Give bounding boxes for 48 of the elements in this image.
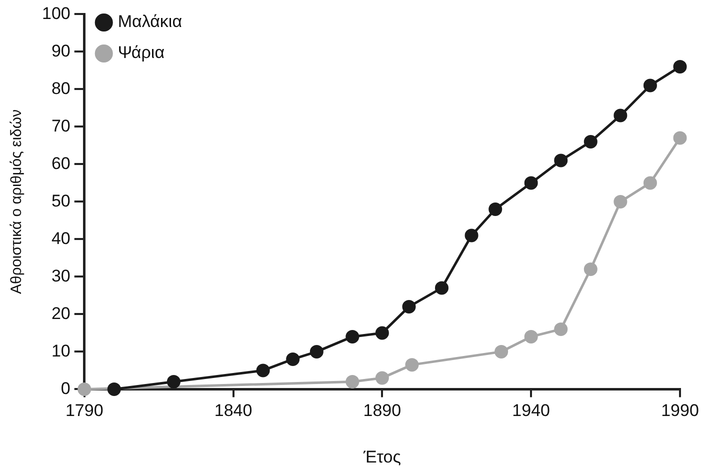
point [346,374,360,388]
x-tick-label: 1990 [661,401,699,420]
y-tick-label: 60 [51,154,70,173]
point [256,364,270,378]
point [434,281,448,295]
point [310,344,324,358]
y-tick-label: 40 [51,228,70,248]
y-tick-label: 0 [60,378,70,398]
x-tick-label: 1940 [512,401,550,420]
y-tick-label: 90 [51,41,70,60]
x-tick-label: 1840 [214,401,252,420]
point [488,202,502,216]
y-tick-label: 70 [51,116,70,136]
point [524,176,538,190]
x-axis-title: Έτος [362,447,401,466]
point [584,134,598,148]
point [375,326,389,340]
point [673,60,687,74]
point [346,330,360,344]
y-axis-title: Αθροιστικά ο αριθμός ειδών [8,109,26,294]
y-tick-label: 20 [51,304,70,323]
point [375,371,389,385]
y-tick-label: 100 [42,4,70,23]
point [614,108,628,122]
legend-label: Μαλάκια [118,12,182,32]
point [554,322,568,336]
x-tick-label: 1890 [363,401,402,420]
y-tick-label: 10 [51,341,70,360]
point [405,358,419,372]
point [78,382,92,396]
point [643,78,657,92]
point [584,262,598,276]
point [643,176,657,190]
x-tick-label: 1790 [65,401,104,420]
point [673,131,687,145]
point [402,300,416,314]
y-tick-label: 80 [51,78,70,98]
point [107,382,121,396]
point [286,352,300,366]
legend-label: Ψάρια [118,43,165,62]
point [554,154,568,168]
y-tick-label: 30 [51,266,70,286]
point [614,194,628,208]
point [524,330,538,344]
point [166,374,180,388]
y-tick-label: 50 [51,191,70,210]
point [464,228,478,242]
point [494,344,508,358]
